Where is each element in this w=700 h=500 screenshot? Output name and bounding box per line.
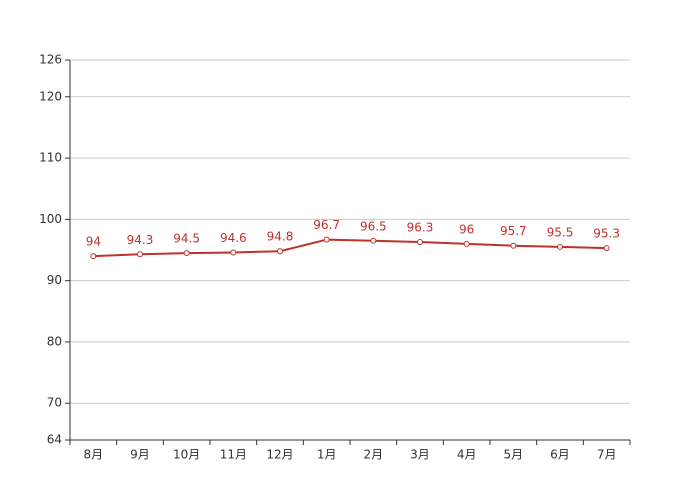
x-tick-label: 3月 <box>410 448 430 462</box>
y-tick-label: 126 <box>39 53 62 67</box>
y-tick-label: 90 <box>47 273 62 287</box>
x-tick-label: 7月 <box>597 448 617 462</box>
data-point <box>230 249 237 256</box>
x-tick-label: 9月 <box>130 448 150 462</box>
data-point <box>137 251 143 258</box>
data-label: 94.8 <box>267 230 294 244</box>
x-tick-label: 1月 <box>317 448 337 462</box>
x-tick-label: 6月 <box>550 448 570 462</box>
data-label: 94 <box>86 235 101 249</box>
data-label: 95.5 <box>547 225 574 239</box>
data-label: 94.3 <box>127 233 154 247</box>
series-line <box>93 238 607 258</box>
x-tick-label: 12月 <box>266 448 293 462</box>
x-tick-label: 11月 <box>220 448 247 462</box>
x-tick-label: 2月 <box>364 448 384 462</box>
x-tick-label: 8月 <box>84 448 104 462</box>
data-label: 94.6 <box>220 231 247 245</box>
y-tick-label: 110 <box>39 151 62 165</box>
y-tick-label: 64 <box>47 433 62 447</box>
x-tick-label: 5月 <box>504 448 524 462</box>
data-point <box>370 237 377 244</box>
data-label: 95.3 <box>593 227 620 241</box>
x-tick-label: 4月 <box>457 448 477 462</box>
data-point <box>183 250 190 257</box>
data-point <box>557 243 563 250</box>
data-label: 96.7 <box>313 218 340 232</box>
data-point <box>323 236 330 243</box>
y-tick-label: 80 <box>47 334 62 348</box>
data-label: 95.7 <box>500 224 527 238</box>
data-label: 96.5 <box>360 219 387 233</box>
data-label: 96 <box>459 222 474 236</box>
data-point <box>277 248 283 255</box>
x-tick-label: 10月 <box>173 448 200 462</box>
data-label: 96.3 <box>407 221 434 235</box>
y-tick-label: 120 <box>39 89 62 103</box>
data-label: 94.5 <box>173 232 200 246</box>
data-point <box>510 242 517 249</box>
y-tick-label: 100 <box>39 212 62 226</box>
data-point <box>90 253 97 260</box>
data-point <box>603 245 610 252</box>
data-point <box>463 240 470 247</box>
y-tick-label: 70 <box>47 396 62 410</box>
data-point <box>417 239 423 246</box>
